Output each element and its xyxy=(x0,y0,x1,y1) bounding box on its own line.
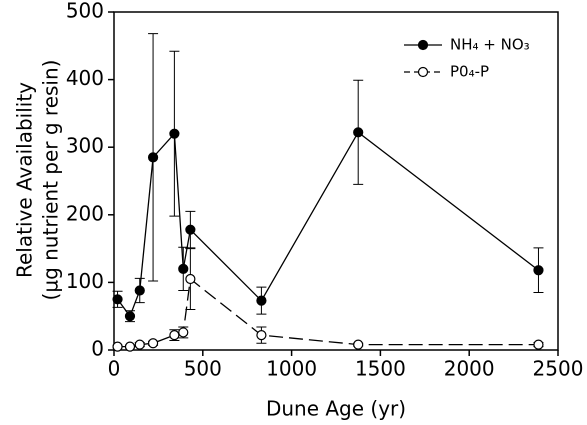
data-point xyxy=(147,152,159,163)
y-tick-label: 400 xyxy=(66,66,104,90)
data-point xyxy=(533,339,544,350)
x-tick-label: 2000 xyxy=(444,357,495,381)
data-point xyxy=(147,338,159,349)
data-point xyxy=(256,330,267,341)
data-point xyxy=(353,339,364,350)
y-axis-label: (µg nutrient per g resin) xyxy=(39,60,63,301)
data-point xyxy=(134,339,145,350)
data-point xyxy=(178,263,189,274)
data-point xyxy=(124,311,136,322)
data-point xyxy=(169,128,180,139)
y-tick-label: 100 xyxy=(66,269,104,293)
x-axis-label: Dune Age (yr) xyxy=(266,397,406,421)
x-tick-label: 500 xyxy=(184,357,222,381)
data-point xyxy=(185,224,196,235)
x-tick-label: 1500 xyxy=(355,357,406,381)
legend-marker xyxy=(417,66,429,78)
data-point xyxy=(533,265,544,276)
plot-frame xyxy=(113,11,559,351)
x-tick-label: 1000 xyxy=(266,357,317,381)
x-tick-label: 2500 xyxy=(533,357,584,381)
y-axis-label: Relative Availability xyxy=(13,82,37,278)
y-tick-label: 0 xyxy=(91,337,104,361)
data-point xyxy=(178,327,189,338)
data-point xyxy=(353,127,364,138)
data-point xyxy=(112,341,123,352)
data-point xyxy=(124,341,136,352)
legend-marker xyxy=(417,39,429,51)
y-tick-label: 300 xyxy=(66,134,104,158)
legend-label: P0₄-P xyxy=(450,63,489,81)
legend-label: NH₄ + NO₃ xyxy=(450,36,530,54)
data-point xyxy=(169,330,180,341)
y-tick-label: 200 xyxy=(66,201,104,225)
x-tick-label: 0 xyxy=(108,357,121,381)
series-line xyxy=(117,131,539,318)
y-tick-label: 500 xyxy=(66,0,104,23)
data-point xyxy=(112,294,123,305)
data-point xyxy=(134,285,145,296)
data-point xyxy=(185,273,196,285)
data-point xyxy=(256,295,267,306)
